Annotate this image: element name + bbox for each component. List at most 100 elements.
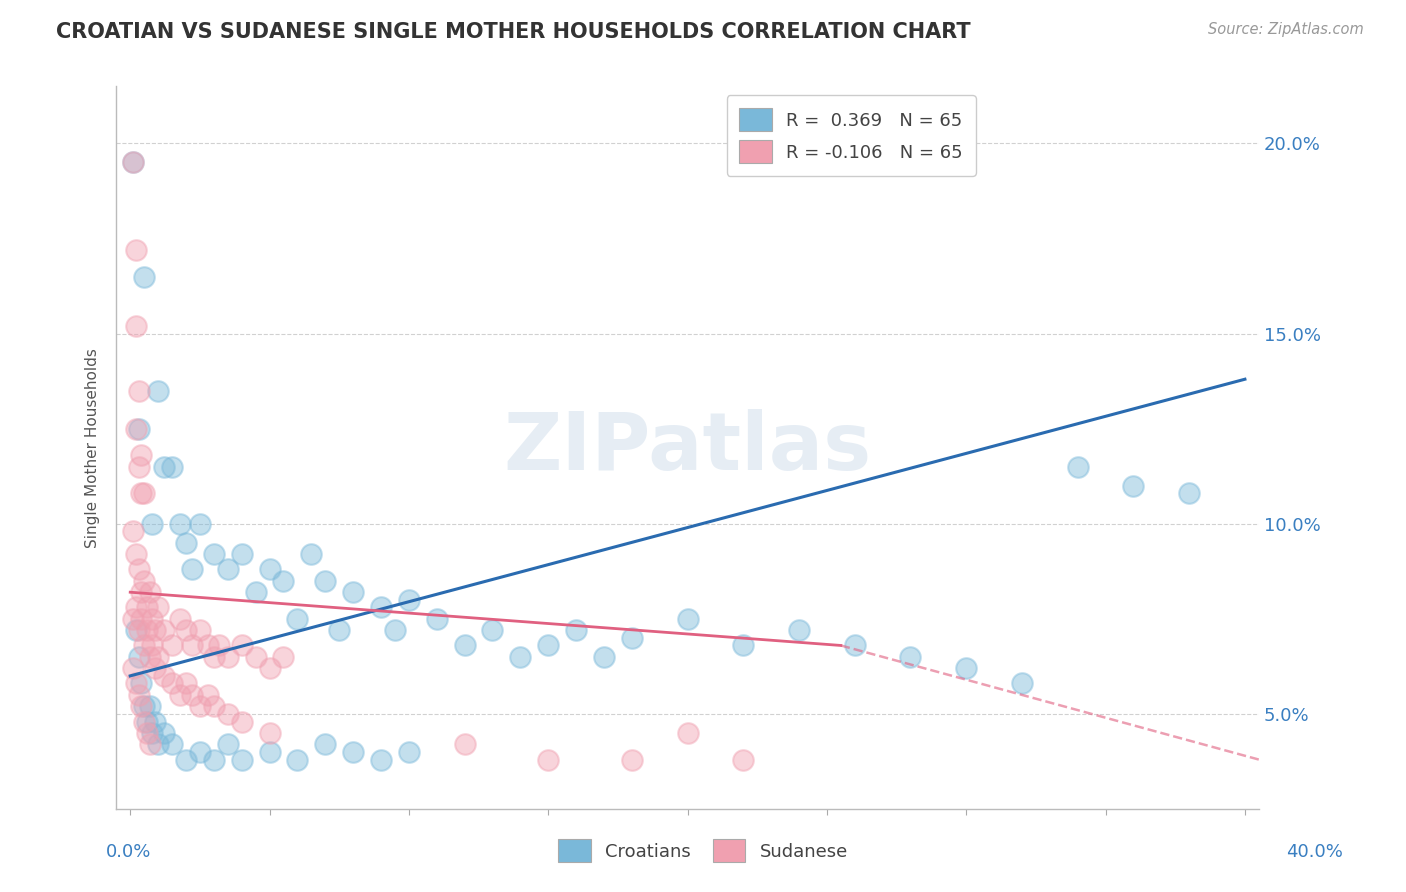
Point (188, 745, 211, 759)
Point (217, 706, 239, 721)
Point (197, 639, 219, 653)
Point (188, 624, 211, 638)
Point (134, 639, 156, 653)
Text: Source: ZipAtlas.com: Source: ZipAtlas.com (1208, 22, 1364, 37)
Point (287, 753, 309, 767)
Point (202, 547, 225, 561)
Point (131, 612, 153, 626)
Point (565, 624, 588, 638)
Point (180, 639, 202, 653)
Point (128, 384, 150, 398)
Point (259, 745, 281, 759)
Point (122, 524, 145, 539)
Point (122, 155, 145, 169)
Point (259, 562, 281, 576)
Point (620, 753, 643, 767)
Point (134, 486, 156, 500)
Point (370, 600, 392, 615)
Point (180, 688, 202, 702)
Text: ZIPatlas: ZIPatlas (503, 409, 872, 487)
Point (135, 624, 157, 638)
Point (131, 699, 153, 714)
Point (146, 384, 169, 398)
Text: 0.0%: 0.0% (105, 843, 150, 861)
Point (787, 624, 810, 638)
Point (169, 688, 191, 702)
Point (122, 612, 145, 626)
Point (453, 737, 475, 751)
Point (146, 600, 169, 615)
Point (384, 624, 406, 638)
Point (733, 753, 755, 767)
Point (125, 422, 148, 436)
Point (180, 562, 202, 576)
Point (328, 624, 350, 638)
Point (273, 574, 295, 588)
Point (134, 714, 156, 729)
Point (245, 585, 267, 599)
Point (138, 699, 160, 714)
Point (202, 699, 225, 714)
Point (138, 737, 160, 751)
Point (197, 688, 219, 702)
Text: CROATIAN VS SUDANESE SINGLE MOTHER HOUSEHOLDS CORRELATION CHART: CROATIAN VS SUDANESE SINGLE MOTHER HOUSE… (56, 22, 972, 42)
Point (620, 631, 643, 645)
Point (593, 649, 616, 664)
Point (245, 649, 267, 664)
Point (141, 639, 163, 653)
Point (231, 753, 253, 767)
Point (342, 745, 364, 759)
Point (676, 612, 699, 626)
Point (481, 624, 503, 638)
Point (259, 661, 281, 675)
Point (208, 639, 231, 653)
Point (398, 592, 420, 607)
Point (160, 459, 183, 474)
Point (143, 624, 166, 638)
Point (125, 243, 148, 257)
Point (217, 649, 239, 664)
Point (128, 688, 150, 702)
Point (217, 737, 239, 751)
Point (128, 459, 150, 474)
Point (398, 745, 420, 759)
Point (152, 669, 174, 683)
Point (125, 318, 148, 333)
Point (146, 737, 169, 751)
Point (160, 639, 183, 653)
Point (146, 649, 169, 664)
Point (141, 726, 163, 740)
Point (125, 624, 148, 638)
Point (131, 486, 153, 500)
Point (299, 547, 322, 561)
Point (134, 574, 156, 588)
Point (131, 676, 153, 690)
Point (152, 459, 174, 474)
Point (141, 516, 163, 531)
Point (128, 422, 150, 436)
Point (202, 753, 225, 767)
Point (125, 676, 148, 690)
Point (128, 562, 150, 576)
Point (125, 547, 148, 561)
Point (259, 726, 281, 740)
Point (1178, 486, 1201, 500)
Point (314, 737, 336, 751)
Point (135, 600, 157, 615)
Point (676, 726, 699, 740)
Text: 40.0%: 40.0% (1286, 843, 1343, 861)
Point (131, 448, 153, 462)
Point (152, 624, 174, 638)
Point (125, 600, 148, 615)
Y-axis label: Single Mother Households: Single Mother Households (86, 348, 100, 548)
Point (169, 516, 191, 531)
Point (1067, 459, 1090, 474)
Point (188, 516, 211, 531)
Point (141, 612, 163, 626)
Point (174, 676, 197, 690)
Point (134, 269, 156, 284)
Point (1122, 479, 1144, 493)
Point (152, 726, 174, 740)
Point (1011, 676, 1033, 690)
Point (202, 649, 225, 664)
